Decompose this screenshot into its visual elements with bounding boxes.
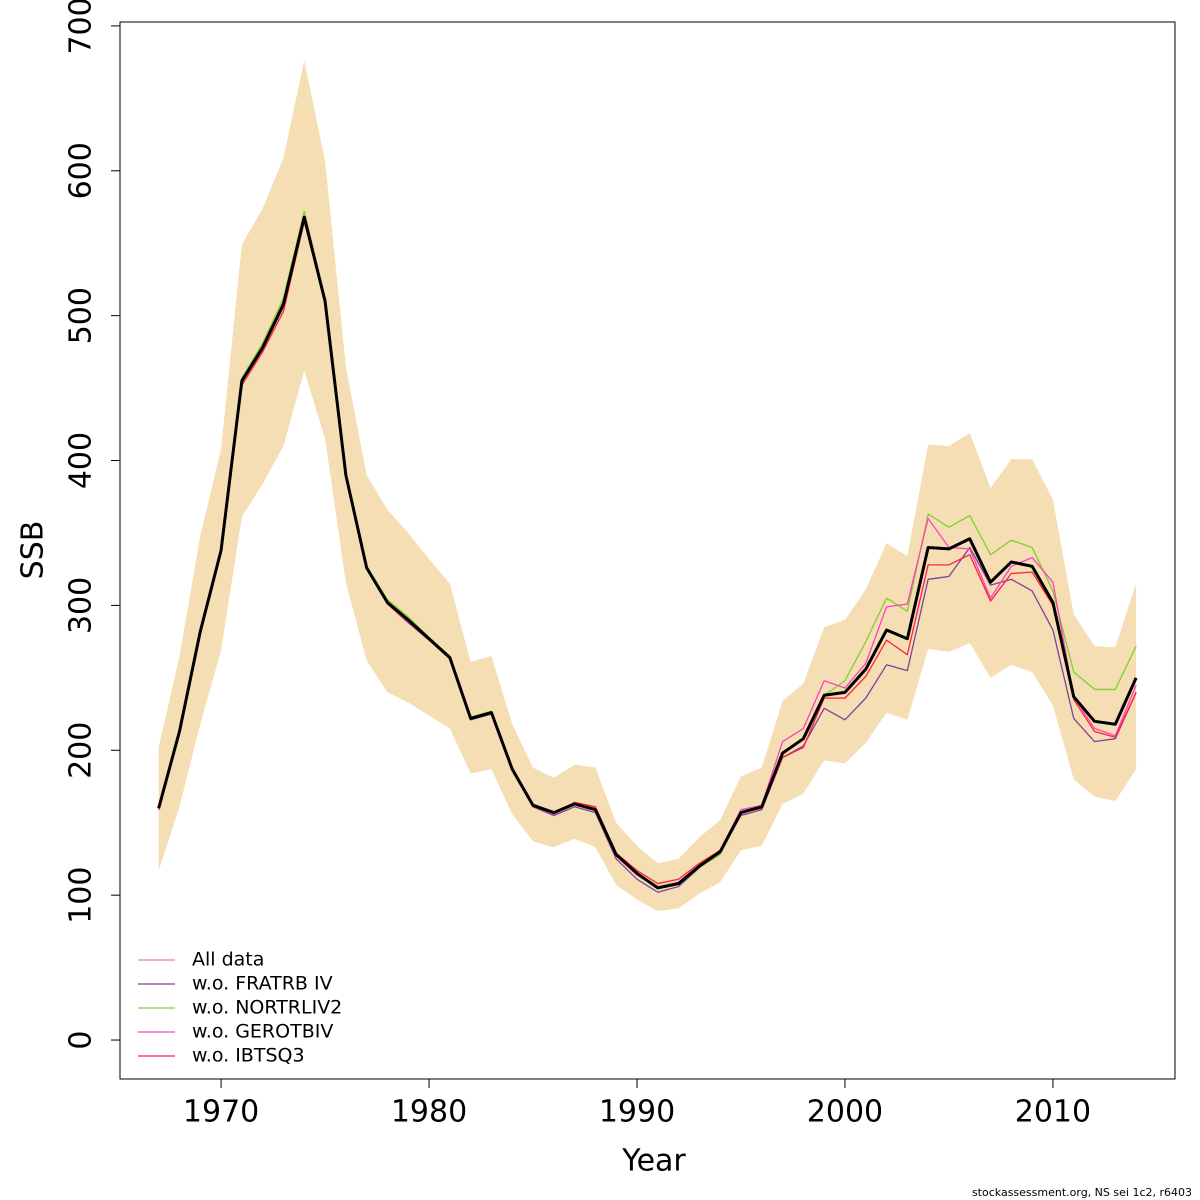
y-tick-label: 300 [64, 577, 99, 634]
y-tick-label: 700 [64, 0, 99, 55]
x-tick-label: 1980 [391, 1095, 467, 1130]
x-tick-label: 1970 [183, 1095, 259, 1130]
y-tick-label: 500 [64, 287, 99, 344]
legend-label: w.o. IBTSQ3 [192, 1045, 305, 1067]
x-tick-label: 2000 [807, 1095, 883, 1130]
legend-label: w.o. NORTRLIV2 [192, 997, 342, 1019]
x-tick-label: 2010 [1015, 1095, 1091, 1130]
x-tick-label: 1990 [599, 1095, 675, 1130]
confidence-band [158, 60, 1137, 912]
y-tick-label: 400 [64, 432, 99, 489]
y-tick-label: 100 [64, 867, 99, 924]
y-tick-label: 200 [64, 722, 99, 779]
estimate-line [157, 215, 1138, 890]
y-axis-title: SSB [16, 521, 51, 580]
legend-label: w.o. GEROTBIV [192, 1021, 333, 1043]
footer: stockassessment.org, NS sei 1c2, r6403 [972, 1186, 1192, 1199]
x-axis-title: Year [621, 1144, 686, 1179]
legend-label: w.o. FRATRB IV [192, 973, 333, 995]
legend-label: All data [192, 949, 264, 971]
y-tick-label: 0 [64, 1030, 99, 1049]
y-tick-label: 600 [64, 142, 99, 199]
